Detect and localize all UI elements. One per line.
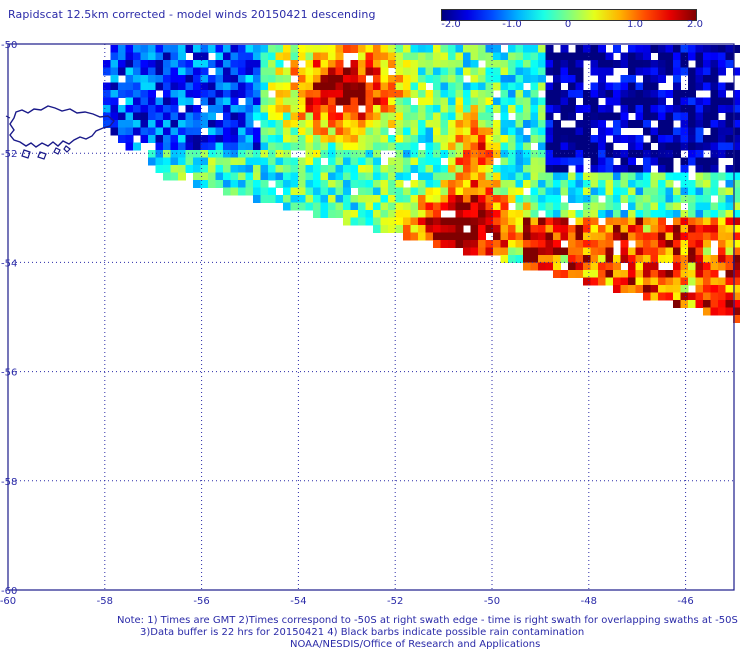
lon-tick-label: -56 <box>193 596 209 607</box>
lon-tick-label: -58 <box>97 596 113 607</box>
colorbar-tick: 2.0 <box>687 19 703 30</box>
lon-tick-label: -46 <box>677 596 693 607</box>
axis-labels: -60 -58 -56 -54 -52 -50 -48 -46 -50 -52 -54 -56 -58 -… <box>0 40 694 607</box>
falkland-islands-coastline <box>5 105 115 160</box>
footnote-line-1: Note: 1) Times are GMT 2)Times correspon… <box>117 615 738 626</box>
lon-tick-label: -60 <box>0 596 16 607</box>
lat-tick-label: -60 <box>1 586 17 597</box>
lon-tick-label: -52 <box>387 596 403 607</box>
lat-tick-label: -52 <box>1 149 17 160</box>
colorbar <box>441 9 697 21</box>
lon-tick-label: -48 <box>581 596 597 607</box>
lat-tick-label: -50 <box>1 40 17 51</box>
footnote-line-2: 3)Data buffer is 22 hrs for 20150421 4) … <box>140 627 585 638</box>
lon-tick-label: -50 <box>484 596 500 607</box>
lat-tick-label: -54 <box>1 258 17 269</box>
lat-tick-label: -58 <box>1 477 17 488</box>
footnote-line-3: NOAA/NESDIS/Office of Research and Appli… <box>290 639 541 650</box>
colorbar-tick: -1.0 <box>502 19 522 30</box>
map-frame <box>7 43 735 591</box>
map-title: Rapidscat 12.5km corrected - model winds… <box>8 8 376 21</box>
colorbar-tick: 0 <box>564 19 572 30</box>
lat-tick-label: -56 <box>1 368 17 379</box>
colorbar-tick: -2.0 <box>441 19 461 30</box>
lat-lon-grid <box>8 44 734 590</box>
lon-tick-label: -54 <box>290 596 306 607</box>
colorbar-tick: 1.0 <box>627 19 643 30</box>
wind-difference-swath <box>103 45 740 323</box>
